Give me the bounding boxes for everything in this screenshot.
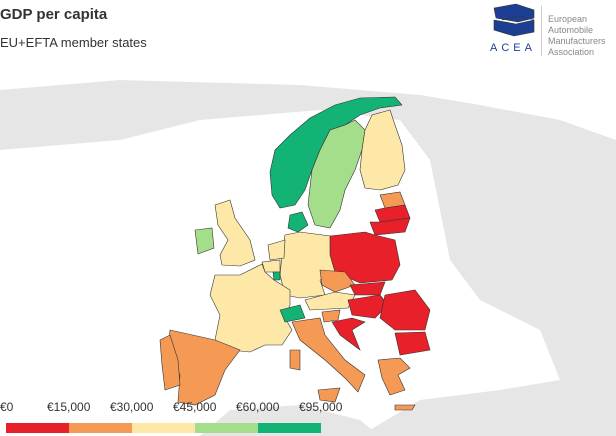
country-latvia[interactable] [374, 204, 411, 223]
country-sweden[interactable] [307, 119, 366, 229]
chart-subtitle: EU+EFTA member states [0, 35, 147, 50]
acea-logo: ACEA European Automobile Manufacturers A… [490, 2, 616, 58]
background-land [0, 80, 616, 436]
country-germany[interactable] [279, 231, 336, 299]
legend-label: €30,000 [110, 400, 154, 414]
logo-acronym: ACEA [490, 42, 536, 54]
logo-text: European Automobile Manufacturers Associ… [548, 14, 606, 58]
country-denmark[interactable] [287, 211, 309, 233]
europe-map [0, 80, 616, 436]
logo-line: Association [548, 47, 595, 57]
country-norway[interactable] [269, 96, 403, 209]
legend-swatch [258, 423, 321, 433]
legend-label: €45,000 [173, 400, 217, 414]
country-croatia[interactable] [331, 317, 366, 351]
acea-cube-icon [493, 3, 535, 37]
legend-label: €0 [0, 400, 14, 414]
legend-swatch [69, 423, 132, 433]
country-czechia[interactable] [319, 269, 356, 293]
chart-title: GDP per capita [0, 6, 108, 23]
logo-divider [541, 6, 542, 56]
legend-label: €95,000 [299, 400, 343, 414]
country-belgium[interactable] [261, 259, 281, 273]
legend-swatch [195, 423, 258, 433]
legend-swatch [6, 423, 69, 433]
country-switzerland[interactable] [279, 304, 306, 323]
country-greece[interactable] [377, 357, 416, 411]
legend-label: €60,000 [236, 400, 280, 414]
logo-line: Automobile [548, 25, 594, 35]
country-luxembourg[interactable] [272, 271, 281, 281]
country-ireland[interactable] [194, 227, 215, 255]
legend-label: €15,000 [47, 400, 91, 414]
country-romania[interactable] [379, 289, 431, 331]
country-italy[interactable] [289, 317, 366, 403]
country-portugal[interactable] [159, 334, 181, 391]
country-slovenia[interactable] [321, 309, 341, 323]
country-france[interactable] [209, 263, 293, 353]
legend-swatch [132, 423, 195, 433]
logo-line: European [548, 14, 588, 24]
country-lithuania[interactable] [369, 217, 411, 236]
country-slovakia[interactable] [349, 281, 386, 296]
country-finland[interactable] [359, 109, 406, 191]
country-netherlands[interactable] [267, 239, 286, 261]
country-bulgaria[interactable] [394, 331, 431, 356]
logo-line: Manufacturers [548, 36, 606, 46]
country-uk[interactable] [214, 199, 256, 267]
